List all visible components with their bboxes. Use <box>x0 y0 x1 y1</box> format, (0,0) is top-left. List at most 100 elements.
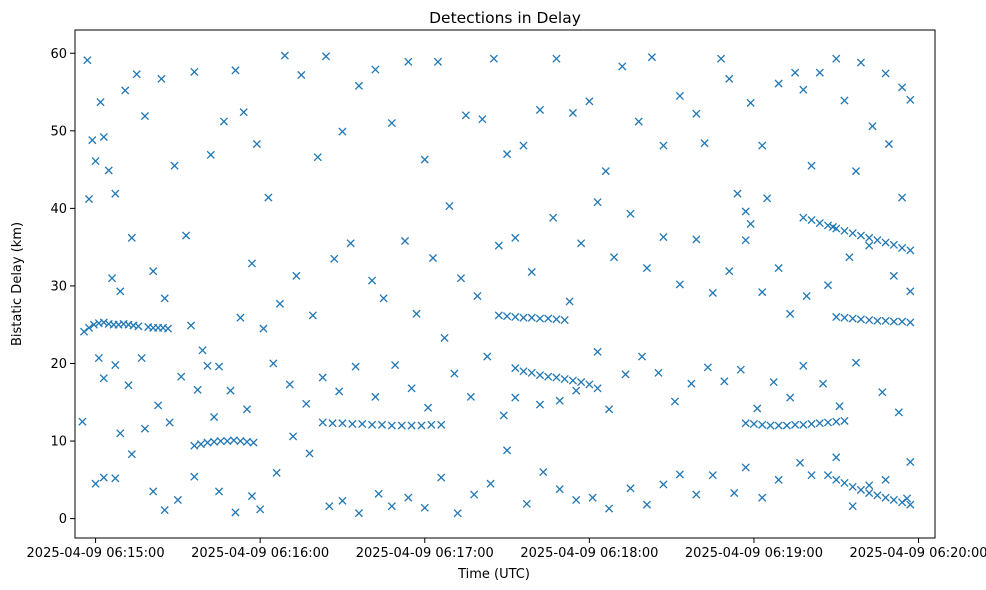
data-point <box>741 463 750 472</box>
data-point <box>807 161 816 170</box>
data-point <box>256 505 265 514</box>
data-point <box>730 488 739 498</box>
data-point <box>84 195 94 204</box>
y-tick-label: 60 <box>50 47 67 62</box>
data-point <box>330 254 339 263</box>
data-point <box>338 496 347 505</box>
data-point <box>190 441 199 450</box>
data-point <box>354 509 363 518</box>
data-point <box>527 313 536 322</box>
data-point <box>163 324 173 333</box>
data-point <box>716 54 726 63</box>
data-point <box>321 52 331 61</box>
data-point <box>91 479 100 488</box>
data-point <box>417 421 426 430</box>
data-point <box>466 392 475 401</box>
data-point <box>140 112 150 121</box>
x-tick-label: 2025-04-09 06:16:00 <box>191 546 329 561</box>
data-point <box>338 419 347 428</box>
data-point <box>259 324 268 333</box>
data-point <box>182 231 191 240</box>
data-point <box>621 370 630 379</box>
data-point <box>746 98 755 107</box>
data-point <box>318 373 327 382</box>
data-point <box>499 411 508 420</box>
data-point <box>763 194 772 203</box>
data-point <box>239 108 248 117</box>
data-point <box>873 316 882 325</box>
data-point <box>675 470 684 479</box>
x-axis: 2025-04-09 06:15:00 2025-04-09 06:16:00 20… <box>27 538 986 561</box>
data-point <box>626 209 635 218</box>
data-point <box>116 287 125 296</box>
data-point <box>823 281 833 290</box>
data-point <box>502 150 512 159</box>
data-point <box>878 388 887 397</box>
data-point <box>637 352 647 361</box>
data-point <box>856 485 865 494</box>
data-point <box>659 233 668 242</box>
data-point <box>242 437 252 446</box>
data-point <box>865 488 874 498</box>
data-point <box>132 70 141 79</box>
data-point <box>226 386 235 395</box>
data-point <box>774 475 783 484</box>
data-point <box>823 221 833 230</box>
y-tick-label: 50 <box>50 124 67 139</box>
data-point <box>585 380 594 389</box>
data-point <box>741 236 750 245</box>
data-point <box>149 487 158 496</box>
data-point <box>428 253 438 263</box>
data-point <box>275 299 284 308</box>
data-point <box>840 478 849 487</box>
data-point <box>203 438 212 447</box>
data-point <box>214 487 224 496</box>
data-point <box>802 291 811 301</box>
data-point <box>881 316 890 325</box>
data-point <box>177 372 186 381</box>
data-point <box>700 139 709 148</box>
data-point <box>83 56 92 65</box>
data-point <box>881 475 890 484</box>
data-point <box>873 236 882 245</box>
data-point <box>412 309 421 318</box>
data-point <box>121 86 130 95</box>
y-tick-label: 30 <box>50 279 67 294</box>
data-point <box>511 312 520 322</box>
data-point <box>216 436 225 446</box>
data-point <box>511 393 520 402</box>
data-point <box>371 392 380 401</box>
data-point <box>400 236 410 246</box>
data-point <box>675 91 684 100</box>
data-point <box>368 420 377 429</box>
data-point <box>856 231 865 240</box>
data-point <box>687 379 696 388</box>
data-point <box>96 98 105 107</box>
data-point <box>140 424 150 433</box>
data-point <box>725 267 734 276</box>
data-point <box>104 166 113 175</box>
data-point <box>758 493 767 502</box>
data-point <box>851 167 861 176</box>
data-point <box>626 484 635 493</box>
data-point <box>285 380 294 389</box>
data-point <box>437 420 446 429</box>
data-point <box>906 500 915 509</box>
data-point <box>387 502 396 511</box>
data-point <box>249 438 258 447</box>
data-point <box>198 346 207 355</box>
data-point <box>420 503 429 512</box>
data-point <box>555 485 564 494</box>
data-point <box>795 458 805 467</box>
data-point <box>535 314 545 323</box>
data-point <box>173 495 182 505</box>
data-point <box>297 70 306 80</box>
data-point <box>127 233 136 242</box>
data-point <box>219 117 229 126</box>
data-point <box>848 314 857 323</box>
data-point <box>848 482 857 491</box>
data-point <box>746 219 755 228</box>
data-point <box>440 333 449 342</box>
x-tick-label: 2025-04-09 06:20:00 <box>850 546 986 561</box>
